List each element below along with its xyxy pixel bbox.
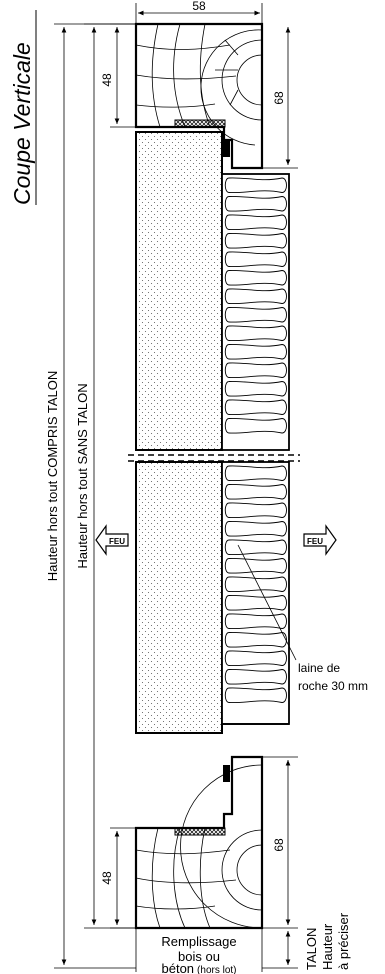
height-without-talon-label: Hauteur hors tout SANS TALON [75,383,90,568]
wool-loop [224,483,287,500]
wool-loop [224,520,287,537]
wool-loop [224,380,287,397]
filling-label-line2: bois ou [178,949,220,964]
bottom-frame-dimensions: 48 68 [100,756,298,929]
fire-arrow-right: FEU [303,524,337,556]
wool-loop [224,306,287,323]
wool-loop [224,325,287,342]
height-without-talon-dimension: Hauteur hors tout SANS TALON [75,23,136,929]
top-frame-outer-label: 68 [272,91,286,105]
height-with-talon-dimension: Hauteur hors tout COMPRIS TALON [45,23,136,969]
bottom-wood-frame [134,755,264,930]
wool-loop [224,343,287,360]
wool-loop [224,650,287,667]
wool-loop [224,362,287,379]
wool-loop [224,177,287,194]
filling-note: (hors lot) [197,965,236,974]
talon-label-1: TALON [304,928,319,970]
top-width-label: 58 [192,0,206,13]
talon-label-2: Hauteur [320,923,335,970]
fire-arrow-left: FEU [95,524,129,556]
filling-label-line3: béton (hors lot) [162,961,237,974]
fire-left-label: FEU [109,537,125,546]
wool-loop [224,195,287,212]
fire-right-label: FEU [307,537,323,546]
wool-loop [224,557,287,574]
wool-loop [224,232,287,249]
wool-loop [224,631,287,648]
wool-loop [224,594,287,611]
wool-loop [224,269,287,286]
talon-label-3: à préciser [336,912,351,970]
wool-loop [224,214,287,231]
top-seal-strip [174,119,226,128]
wool-loop [224,539,287,556]
door-leaf-core [128,131,300,734]
insulation-label-line2: roche 30 mm [298,679,368,693]
height-with-talon-label: Hauteur hors tout COMPRIS TALON [45,371,60,581]
talon-dimension: TALON Hauteur à préciser [262,912,351,970]
rock-wool-insulation [221,173,290,725]
drawing-title: Coupe Verticale [9,42,35,205]
top-frame-dimensions: 48 68 [100,23,298,169]
top-wood-frame [134,22,264,170]
filling-material: béton [162,961,195,974]
bottom-seal-strip [174,827,226,836]
wool-loop [224,668,287,685]
top-stop-bead [223,140,230,157]
insulation-label-line1: laine de [298,661,340,675]
bottom-stop-bead [223,765,230,782]
insulation-callout: laine de roche 30 mm [237,544,368,693]
filling-label-line1: Remplissage [161,934,236,949]
top-width-dimension: 58 [135,0,263,24]
filling-box: Remplissage bois ou béton (hors lot) [135,928,263,974]
wool-loop [224,687,287,704]
bottom-frame-inner-label: 48 [100,871,114,885]
wool-loop [224,399,287,416]
wool-loop [224,576,287,593]
bottom-frame-outer-label: 68 [272,838,286,852]
top-frame-inner-label: 48 [100,73,114,87]
wool-loop [224,288,287,305]
wool-loop [224,502,287,519]
wool-loop [224,465,287,482]
wool-loop [224,251,287,268]
wool-loop [224,417,287,434]
wool-loop [224,613,287,630]
